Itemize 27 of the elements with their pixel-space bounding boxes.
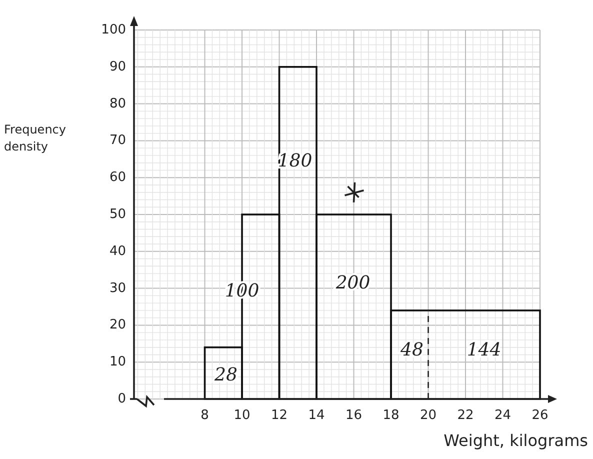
x-tick-label: 8 <box>200 408 209 423</box>
x-axis-title: Weight, kilograms <box>444 431 588 450</box>
y-tick-label: 90 <box>109 59 126 74</box>
x-tick-label: 26 <box>532 408 548 423</box>
x-tick-label: 10 <box>234 408 250 423</box>
y-tick-label: 0 <box>118 392 126 407</box>
y-axis-title: Frequency density <box>4 122 66 154</box>
y-tick-label: 100 <box>101 22 126 38</box>
y-tick-label: 30 <box>109 280 126 296</box>
y-tick-label: 10 <box>109 354 126 370</box>
y-tick-label: 50 <box>109 207 126 222</box>
annotation: 144 <box>466 340 502 361</box>
annotation: 48 <box>400 340 424 361</box>
annotation: 28 <box>214 364 238 386</box>
y-tick-label: 70 <box>109 133 126 148</box>
x-tick-label: 22 <box>457 408 474 423</box>
x-tick-label: 18 <box>382 408 400 423</box>
y-tick-label: 60 <box>109 170 126 186</box>
x-tick-label: 12 <box>270 408 288 423</box>
annotation: 200 <box>334 272 370 294</box>
y-tick-label: 80 <box>109 96 126 112</box>
x-tick-label: 24 <box>494 408 512 423</box>
x-tick-label: 20 <box>420 408 437 423</box>
y-tick-label: 40 <box>109 244 126 259</box>
y-tick-label: 20 <box>109 318 126 333</box>
x-tick-label: 16 <box>345 408 362 423</box>
x-tick-label: 14 <box>308 408 325 423</box>
